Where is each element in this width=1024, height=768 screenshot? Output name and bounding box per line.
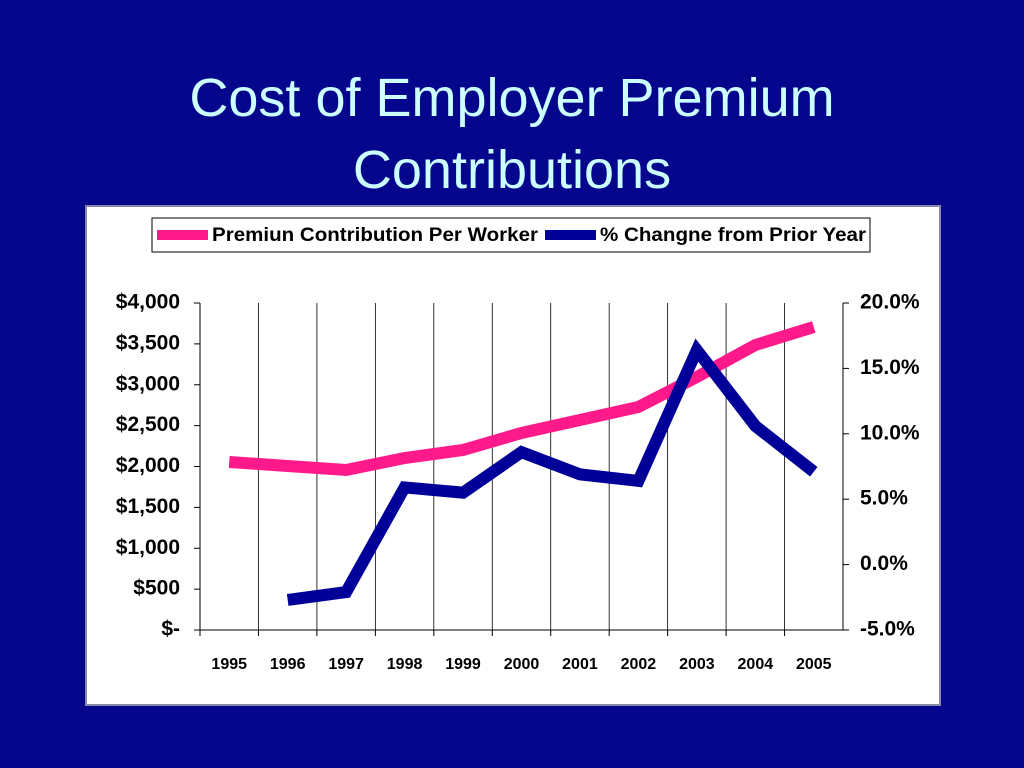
x-tick-label: 2001 bbox=[562, 656, 598, 673]
y2-tick-label: 20.0% bbox=[860, 291, 920, 314]
legend-label: % Changne from Prior Year bbox=[600, 225, 867, 246]
y-tick-label: $4,000 bbox=[116, 291, 180, 314]
y-tick-label: $500 bbox=[133, 577, 180, 600]
x-tick-label: 2002 bbox=[621, 656, 657, 673]
x-tick-label: 2005 bbox=[796, 656, 832, 673]
legend-swatch bbox=[545, 230, 596, 240]
x-tick-label: 1996 bbox=[270, 656, 306, 673]
y-tick-label: $- bbox=[161, 618, 180, 641]
x-tick-label: 2004 bbox=[738, 656, 774, 673]
y-tick-label: $1,500 bbox=[116, 495, 180, 518]
x-tick-label: 1995 bbox=[211, 656, 247, 673]
y-tick-label: $3,000 bbox=[116, 372, 180, 395]
y-tick-label: $2,500 bbox=[116, 413, 180, 436]
y-tick-label: $2,000 bbox=[116, 454, 180, 477]
y2-tick-label: 5.0% bbox=[860, 487, 908, 510]
y-tick-label: $1,000 bbox=[116, 536, 180, 559]
x-tick-label: 1997 bbox=[328, 656, 364, 673]
legend bbox=[151, 217, 871, 253]
y2-tick-label: 0.0% bbox=[860, 552, 908, 575]
slide-title: Cost of Employer Premium Contributions bbox=[189, 68, 835, 200]
y-tick-label: $3,500 bbox=[116, 331, 180, 354]
legend-label: Premiun Contribution Per Worker bbox=[212, 225, 539, 246]
x-tick-label: 1998 bbox=[387, 656, 423, 673]
y2-tick-label: -5.0% bbox=[860, 618, 915, 641]
x-tick-label: 2003 bbox=[679, 656, 715, 673]
y2-tick-label: 15.0% bbox=[860, 356, 920, 379]
legend-swatch bbox=[157, 230, 208, 240]
y2-tick-label: 10.0% bbox=[860, 421, 920, 444]
series-line bbox=[286, 338, 818, 606]
x-tick-label: 1999 bbox=[445, 656, 481, 673]
x-tick-label: 2000 bbox=[504, 656, 540, 673]
